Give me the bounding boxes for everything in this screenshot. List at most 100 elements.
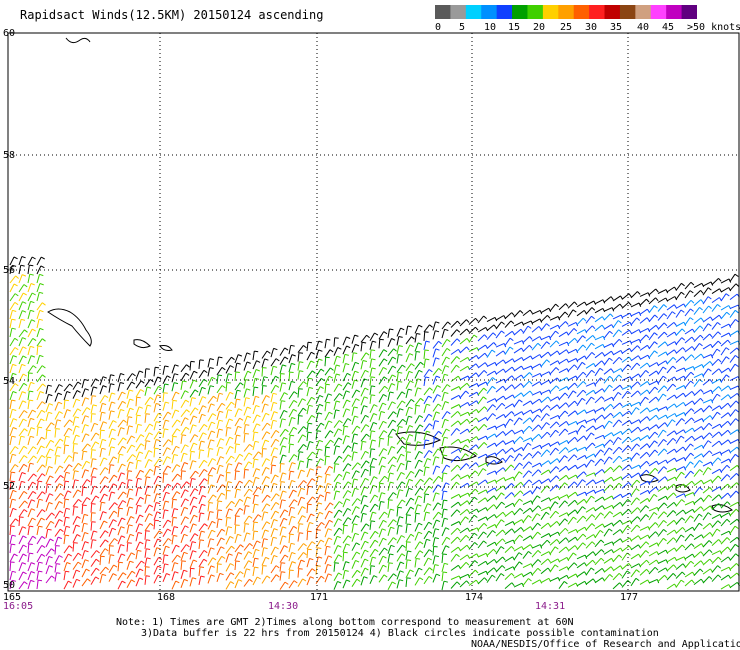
wind-barb (549, 546, 556, 555)
wind-barb-feather (347, 445, 352, 449)
wind-barb (261, 385, 264, 395)
wind-barb (540, 335, 550, 341)
wind-barb-feather (475, 326, 479, 331)
wind-barb-feather (565, 303, 569, 307)
wind-barb (306, 541, 313, 550)
wind-barb-feather (398, 380, 403, 383)
wind-barb (36, 436, 42, 446)
wind-barb-feather (291, 462, 296, 465)
wind-barb-feather (128, 524, 133, 527)
wind-barb-feather (167, 538, 172, 542)
wind-barb (234, 453, 241, 463)
wind-barb-feather (244, 433, 249, 435)
wind-barb-feather (139, 514, 144, 518)
wind-barb (378, 402, 384, 412)
wind-barb (603, 396, 613, 402)
wind-barb (729, 310, 736, 318)
wind-barb (342, 490, 349, 499)
wind-barb-feather (120, 544, 125, 547)
wind-barb-feather (338, 509, 343, 513)
wind-barb-feather (564, 428, 569, 433)
wind-barb (513, 411, 523, 417)
wind-barb (324, 367, 331, 376)
wind-barb-feather (601, 469, 605, 473)
wind-barb (261, 511, 265, 521)
wind-barb-feather (484, 497, 488, 502)
wind-barb-feather (104, 530, 109, 534)
wind-barb-feather (383, 349, 388, 353)
wind-barb-feather (537, 531, 542, 536)
wind-barb (684, 560, 692, 569)
wind-barb (450, 394, 460, 400)
wind-barb-feather (511, 429, 515, 434)
wind-barb-feather (381, 465, 386, 468)
wind-barb (513, 374, 522, 381)
wind-barb-feather (32, 535, 37, 539)
wind-barb-feather (121, 481, 126, 485)
wind-barb (459, 438, 469, 444)
wind-barb (666, 365, 674, 374)
wind-barb-feather (691, 579, 695, 584)
wind-barb (360, 405, 365, 415)
wind-barb (351, 478, 355, 488)
wind-barb (702, 487, 711, 494)
wind-barb-feather (717, 574, 722, 579)
wind-barb (648, 407, 658, 413)
wind-barb-feather (24, 329, 28, 333)
wind-barb (450, 493, 460, 499)
wind-barb-feather (217, 509, 223, 511)
wind-barb (396, 472, 402, 481)
wind-barb-feather (709, 450, 713, 455)
wind-barb-feather (356, 498, 361, 502)
wind-barb (45, 412, 49, 422)
wind-barb-feather (708, 494, 713, 499)
wind-barb (612, 502, 621, 509)
wind-barb-feather (355, 361, 360, 365)
wind-barb (189, 361, 192, 371)
wind-barb (315, 378, 322, 386)
wind-barb (666, 383, 674, 392)
wind-barb (234, 426, 239, 436)
wind-barb (252, 387, 255, 397)
wind-barb-feather (591, 514, 596, 518)
wind-barb-feather (627, 390, 631, 395)
wind-barb (342, 552, 345, 562)
wind-barb (432, 348, 437, 358)
wind-barb (414, 342, 419, 352)
wind-barb (351, 551, 357, 560)
wind-barb-feather (717, 322, 721, 326)
wind-barb-feather (434, 564, 439, 566)
wind-barb (576, 506, 583, 515)
wind-barb-feather (373, 575, 378, 578)
wind-barb-feather (628, 482, 632, 486)
wind-barb (495, 573, 502, 582)
wind-barb-feather (319, 386, 324, 389)
wind-barb-feather (584, 329, 588, 334)
wind-barb (27, 400, 30, 410)
wind-barb (729, 273, 736, 282)
wind-barb (144, 504, 150, 514)
wind-barb (504, 464, 512, 472)
wind-barb (18, 464, 25, 473)
wind-barb-feather (691, 391, 695, 395)
wind-barb (540, 522, 549, 530)
wind-barb-feather (445, 365, 450, 368)
wind-barb-feather (574, 382, 578, 387)
wind-barb (459, 428, 468, 435)
wind-barb-feather (299, 361, 304, 363)
wind-barb-feather (175, 544, 180, 548)
wind-barb (198, 523, 205, 532)
wind-barb (513, 498, 520, 507)
wind-barb-feather (392, 492, 397, 496)
wind-barb (630, 401, 640, 407)
wind-barb (234, 524, 237, 535)
wind-barb-feather (435, 348, 440, 351)
wind-barb-feather (628, 436, 632, 441)
wind-barb (468, 481, 477, 487)
wind-barb-feather (218, 428, 223, 431)
wind-barb-feather (728, 458, 732, 463)
wind-barb (666, 556, 675, 563)
wind-barb-feather (110, 554, 115, 556)
wind-barb-feather (663, 448, 668, 453)
wind-barb-feather (493, 495, 497, 500)
